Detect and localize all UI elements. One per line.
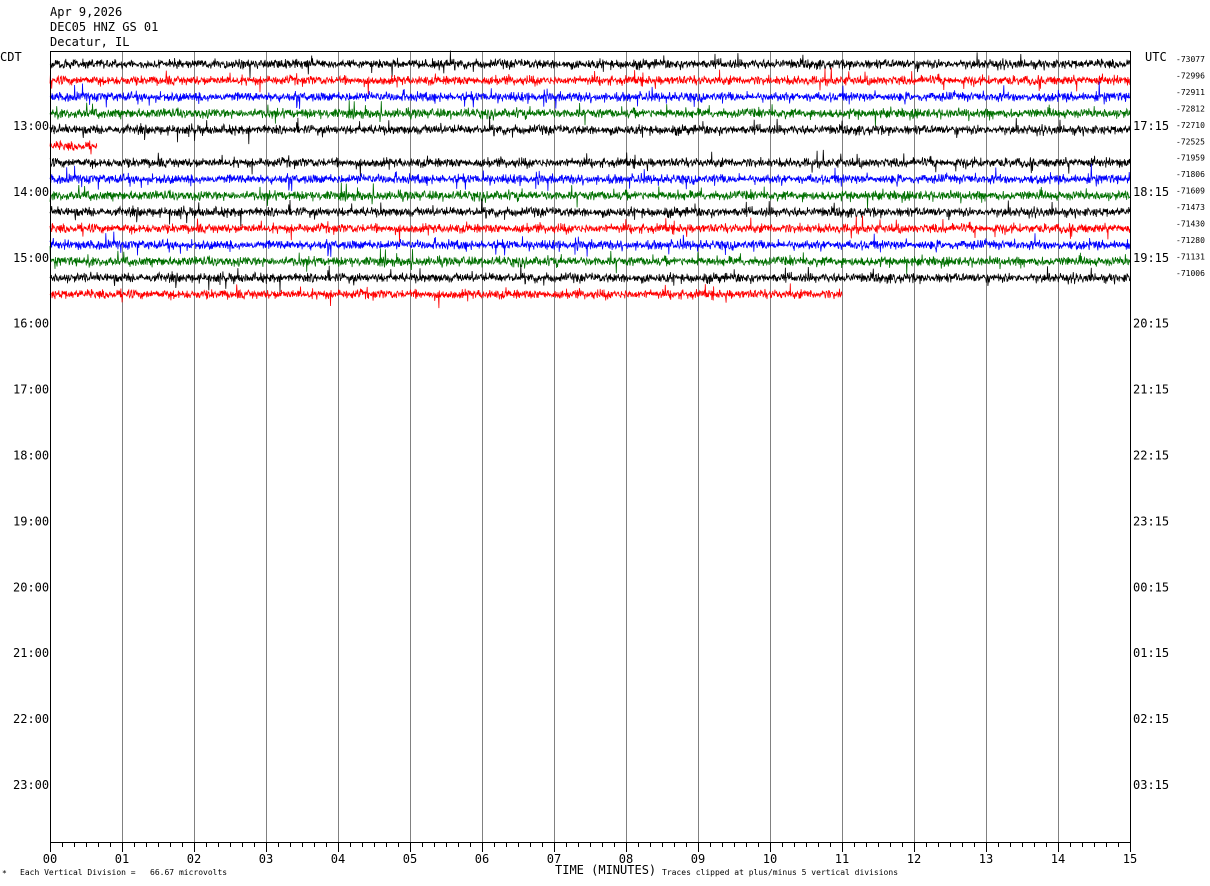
left-hour-label: 13:00 — [13, 119, 49, 133]
x-tick-label: 13 — [979, 852, 993, 866]
footer-clip-text: Traces clipped at plus/minus 5 vertical … — [662, 868, 898, 877]
x-tick-label: 12 — [907, 852, 921, 866]
right-hour-label: 19:15 — [1133, 251, 1169, 265]
right-hour-label: 03:15 — [1133, 778, 1169, 792]
left-hour-label: 19:00 — [13, 514, 49, 528]
time-gridlines — [122, 51, 1059, 842]
x-axis-title: TIME (MINUTES) — [555, 863, 656, 877]
left-hour-label: 20:00 — [13, 580, 49, 594]
x-tick-label: 08 — [619, 852, 633, 866]
right-hour-label: 21:15 — [1133, 383, 1169, 397]
x-tick-label: 15 — [1123, 852, 1137, 866]
trace-offset-label: -71006 — [1176, 269, 1205, 278]
right-hour-label: 02:15 — [1133, 712, 1169, 726]
x-axis-ticks: 00 01 02 03 04 05 06 07 08 09 10 11 12 13 14 15 — [43, 842, 1137, 866]
trace-11 — [49, 215, 1131, 243]
seismic-traces — [49, 50, 1131, 309]
header-location: Decatur, IL — [50, 35, 129, 49]
trace-offset-labels: -73077 -72996 -72911 -72812 -72710 -72525 -719… — [1176, 55, 1205, 278]
header-date: Apr 9,2026 — [50, 5, 122, 19]
x-tick-label: 05 — [403, 852, 417, 866]
trace-offset-label: -71609 — [1176, 187, 1205, 196]
left-hour-label: 16:00 — [13, 317, 49, 331]
trace-offset-label: -72525 — [1176, 137, 1205, 146]
hour-labels: 13:00 14:00 15:00 16:00 17:00 18:00 19:00 20:00… — [13, 119, 1169, 792]
right-hour-label: 17:15 — [1133, 119, 1169, 133]
trace-offset-label: -71959 — [1176, 154, 1205, 163]
left-hour-label: 14:00 — [13, 185, 49, 199]
trace-offset-label: -71473 — [1176, 203, 1205, 212]
x-tick-label: 00 — [43, 852, 57, 866]
right-hour-label: 22:15 — [1133, 449, 1169, 463]
right-timezone-label: UTC — [1145, 50, 1167, 64]
left-hour-label: 21:00 — [13, 646, 49, 660]
footer-scale-text: Each Vertical Division = 66.67 microvolt… — [20, 868, 227, 877]
right-hour-label: 18:15 — [1133, 185, 1169, 199]
trace-6 — [49, 139, 98, 155]
trace-1 — [49, 50, 1131, 79]
x-tick-label: 01 — [115, 852, 129, 866]
trace-10 — [49, 198, 1131, 227]
x-tick-label: 03 — [259, 852, 273, 866]
trace-offset-label: -73077 — [1176, 55, 1205, 64]
trace-4 — [49, 100, 1131, 127]
x-tick-label: 07 — [547, 852, 561, 866]
trace-offset-label: -71430 — [1176, 220, 1205, 229]
right-hour-label: 23:15 — [1133, 514, 1169, 528]
left-hour-label: 18:00 — [13, 449, 49, 463]
trace-offset-label: -72911 — [1176, 88, 1205, 97]
trace-7 — [49, 149, 1131, 177]
trace-9 — [49, 182, 1131, 209]
trace-5 — [49, 116, 1131, 145]
right-hour-label: 01:15 — [1133, 646, 1169, 660]
right-hour-label: 20:15 — [1133, 317, 1169, 331]
left-timezone-label: CDT — [0, 50, 22, 64]
trace-offset-label: -71131 — [1176, 252, 1205, 261]
trace-offset-label: -72996 — [1176, 72, 1205, 81]
trace-offset-label: -72812 — [1176, 104, 1205, 113]
left-hour-label: 15:00 — [13, 251, 49, 265]
x-tick-label: 06 — [475, 852, 489, 866]
x-tick-label: 02 — [187, 852, 201, 866]
x-tick-label: 10 — [763, 852, 777, 866]
left-hour-label: 23:00 — [13, 778, 49, 792]
x-tick-label: 11 — [835, 852, 849, 866]
trace-13 — [49, 246, 1131, 275]
header-station: DEC05 HNZ GS 01 — [50, 20, 158, 34]
left-hour-label: 17:00 — [13, 383, 49, 397]
trace-12 — [49, 231, 1131, 257]
trace-offset-label: -72710 — [1176, 121, 1205, 130]
right-hour-label: 00:15 — [1133, 580, 1169, 594]
trace-offset-label: -71280 — [1176, 236, 1205, 245]
trace-15 — [49, 283, 843, 309]
trace-offset-label: -71806 — [1176, 170, 1205, 179]
trace-2 — [49, 67, 1131, 95]
left-hour-label: 22:00 — [13, 712, 49, 726]
plot-frame — [50, 51, 1131, 843]
x-tick-label: 14 — [1051, 852, 1065, 866]
x-tick-label: 09 — [691, 852, 705, 866]
trace-14 — [49, 264, 1131, 293]
footer-mark: * — [2, 869, 7, 878]
trace-8 — [49, 163, 1131, 192]
trace-3 — [49, 81, 1131, 109]
x-tick-label: 04 — [331, 852, 345, 866]
